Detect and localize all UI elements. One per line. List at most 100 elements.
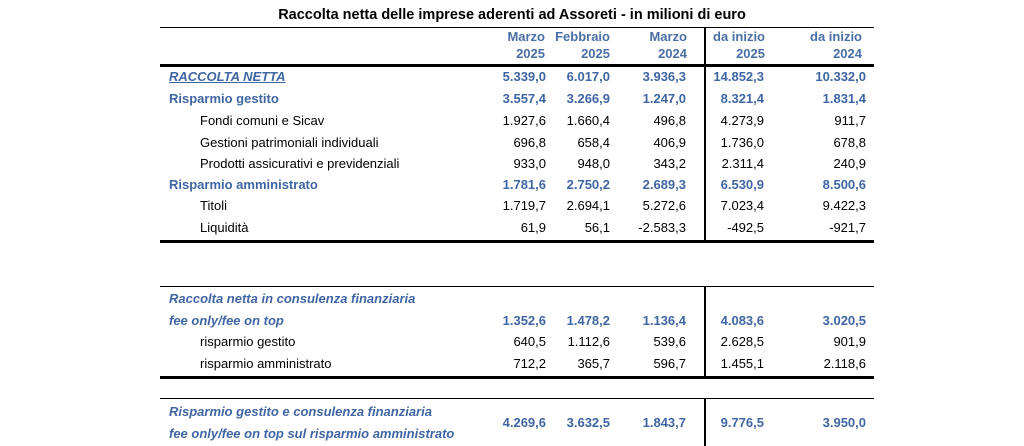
cell: 3.936,3 <box>642 69 686 84</box>
cell: 712,2 <box>513 356 546 371</box>
row-label: fee only/fee on top <box>169 313 284 328</box>
cell: 1.660,4 <box>566 113 610 128</box>
cell: 9.422,3 <box>822 198 866 213</box>
cell: -492,5 <box>727 220 764 235</box>
cell: 678,8 <box>833 135 866 150</box>
cell: 61,9 <box>520 220 546 235</box>
table-row-fondi: Fondi comuni e Sicav 1.927,6 1.660,4 496… <box>0 111 1024 131</box>
row-label: risparmio amministrato <box>200 356 332 371</box>
row-label: Titoli <box>200 198 227 213</box>
column-separator <box>704 398 706 446</box>
cell: -921,7 <box>829 220 866 235</box>
col-header-line2: 2025 <box>516 46 545 61</box>
cell: 343,2 <box>653 156 686 171</box>
cell: 240,9 <box>833 156 866 171</box>
row-label: Gestioni patrimoniali individuali <box>200 135 379 150</box>
col-header-line1: Febbraio <box>555 29 610 44</box>
col-header-line1: da inizio <box>713 29 765 44</box>
row-label: Raccolta netta in consulenza finanziaria <box>169 291 416 306</box>
table-title: Raccolta netta delle imprese aderenti ad… <box>278 7 746 23</box>
cell: 4.083,6 <box>720 313 764 328</box>
table2-bottom-rule <box>160 376 874 379</box>
cell: 3.020,5 <box>822 313 866 328</box>
cell: 2.689,3 <box>642 177 686 192</box>
cell: -2.583,3 <box>638 220 686 235</box>
cell: 1.831,4 <box>822 91 866 106</box>
col-header-line1: da inizio <box>810 29 862 44</box>
cell: 5.339,0 <box>502 69 546 84</box>
cell: 933,0 <box>513 156 546 171</box>
col-header-febbraio-2025: Febbraio 2025 <box>535 28 610 64</box>
table-row-risparmio-amministrato: Risparmio amministrato 1.781,6 2.750,2 2… <box>0 175 1024 195</box>
cell: 658,4 <box>577 135 610 150</box>
cell: 56,1 <box>584 220 610 235</box>
col-header-line2: 2025 <box>736 46 765 61</box>
cell: 1.247,0 <box>642 91 686 106</box>
column-separator <box>704 286 706 378</box>
col-header-line2: 2025 <box>581 46 610 61</box>
row-label: Risparmio amministrato <box>169 177 318 192</box>
cell: 1.843,7 <box>642 415 686 430</box>
column-separator <box>704 27 706 242</box>
cell: 3.557,4 <box>502 91 546 106</box>
cell: 1.352,6 <box>502 313 546 328</box>
cell: 2.694,1 <box>566 198 610 213</box>
table2-top-rule <box>160 286 874 287</box>
cell: 596,7 <box>653 356 686 371</box>
cell: 1.455,1 <box>720 356 764 371</box>
row-label: Prodotti assicurativi e previdenziali <box>200 156 400 171</box>
row-label: Liquidità <box>200 220 249 235</box>
cell: 1.112,6 <box>567 334 610 349</box>
cell: 1.736,0 <box>720 135 764 150</box>
table-row-titoli: Titoli 1.719,7 2.694,1 5.272,6 7.023,4 9… <box>0 196 1024 216</box>
cell: 911,7 <box>834 113 866 128</box>
row-label: Fondi comuni e Sicav <box>200 113 325 128</box>
cell: 1.136,4 <box>642 313 686 328</box>
table-row-liquidita: Liquidità 61,9 56,1 -2.583,3 -492,5 -921… <box>0 218 1024 238</box>
table-row-gestioni: Gestioni patrimoniali individuali 696,8 … <box>0 133 1024 153</box>
cell: 948,0 <box>577 156 610 171</box>
cell: 10.332,0 <box>815 69 866 84</box>
cell: 4.273,9 <box>720 113 764 128</box>
col-header-marzo-2024: Marzo 2024 <box>612 28 687 64</box>
table-header-rule <box>160 64 874 67</box>
table-row-raccolta-netta: RACCOLTA NETTA 5.339,0 6.017,0 3.936,3 1… <box>0 67 1024 87</box>
col-header-marzo-2025: Marzo 2025 <box>470 28 545 64</box>
cell: 901,9 <box>833 334 866 349</box>
row-label: RACCOLTA NETTA <box>169 69 286 84</box>
cell: 5.272,6 <box>642 198 686 213</box>
cell: 1.927,6 <box>502 113 546 128</box>
table2-row-fee-only: fee only/fee on top 1.352,6 1.478,2 1.13… <box>0 311 1024 331</box>
row-label: risparmio gestito <box>200 334 296 349</box>
cell: 1.719,7 <box>502 198 546 213</box>
cell: 1.781,6 <box>502 177 546 192</box>
table-row-risparmio-gestito: Risparmio gestito 3.557,4 3.266,9 1.247,… <box>0 89 1024 109</box>
cell: 2.118,6 <box>823 356 866 371</box>
col-header-ytd-2025: da inizio 2025 <box>690 28 765 64</box>
cell: 6.530,9 <box>720 177 764 192</box>
col-header-line2: 2024 <box>658 46 687 61</box>
table3-top-rule <box>160 398 874 399</box>
row-label: fee only/fee on top sul risparmio ammini… <box>169 426 455 441</box>
cell: 539,6 <box>653 334 686 349</box>
table3-values-row: 4.269,6 3.632,5 1.843,7 9.776,5 3.950,0 <box>0 413 1024 433</box>
table3-subtitle-row: fee only/fee on top sul risparmio ammini… <box>0 424 1024 444</box>
cell: 406,9 <box>653 135 686 150</box>
cell: 14.852,3 <box>713 69 764 84</box>
cell: 496,8 <box>653 113 686 128</box>
table-bottom-rule <box>160 240 874 243</box>
table-top-rule <box>160 27 874 28</box>
cell: 8.321,4 <box>720 91 764 106</box>
cell: 3.266,9 <box>566 91 610 106</box>
cell: 365,7 <box>577 356 610 371</box>
cell: 2.628,5 <box>720 334 764 349</box>
table2-title-row: Raccolta netta in consulenza finanziaria <box>0 289 1024 309</box>
cell: 3.632,5 <box>566 415 610 430</box>
table-row-prodotti: Prodotti assicurativi e previdenziali 93… <box>0 154 1024 174</box>
cell: 4.269,6 <box>502 415 546 430</box>
col-header-ytd-2024: da inizio 2024 <box>786 28 862 64</box>
cell: 3.950,0 <box>822 415 866 430</box>
col-header-line1: Marzo <box>649 29 687 44</box>
cell: 640,5 <box>513 334 546 349</box>
row-label: Risparmio gestito <box>169 91 279 106</box>
